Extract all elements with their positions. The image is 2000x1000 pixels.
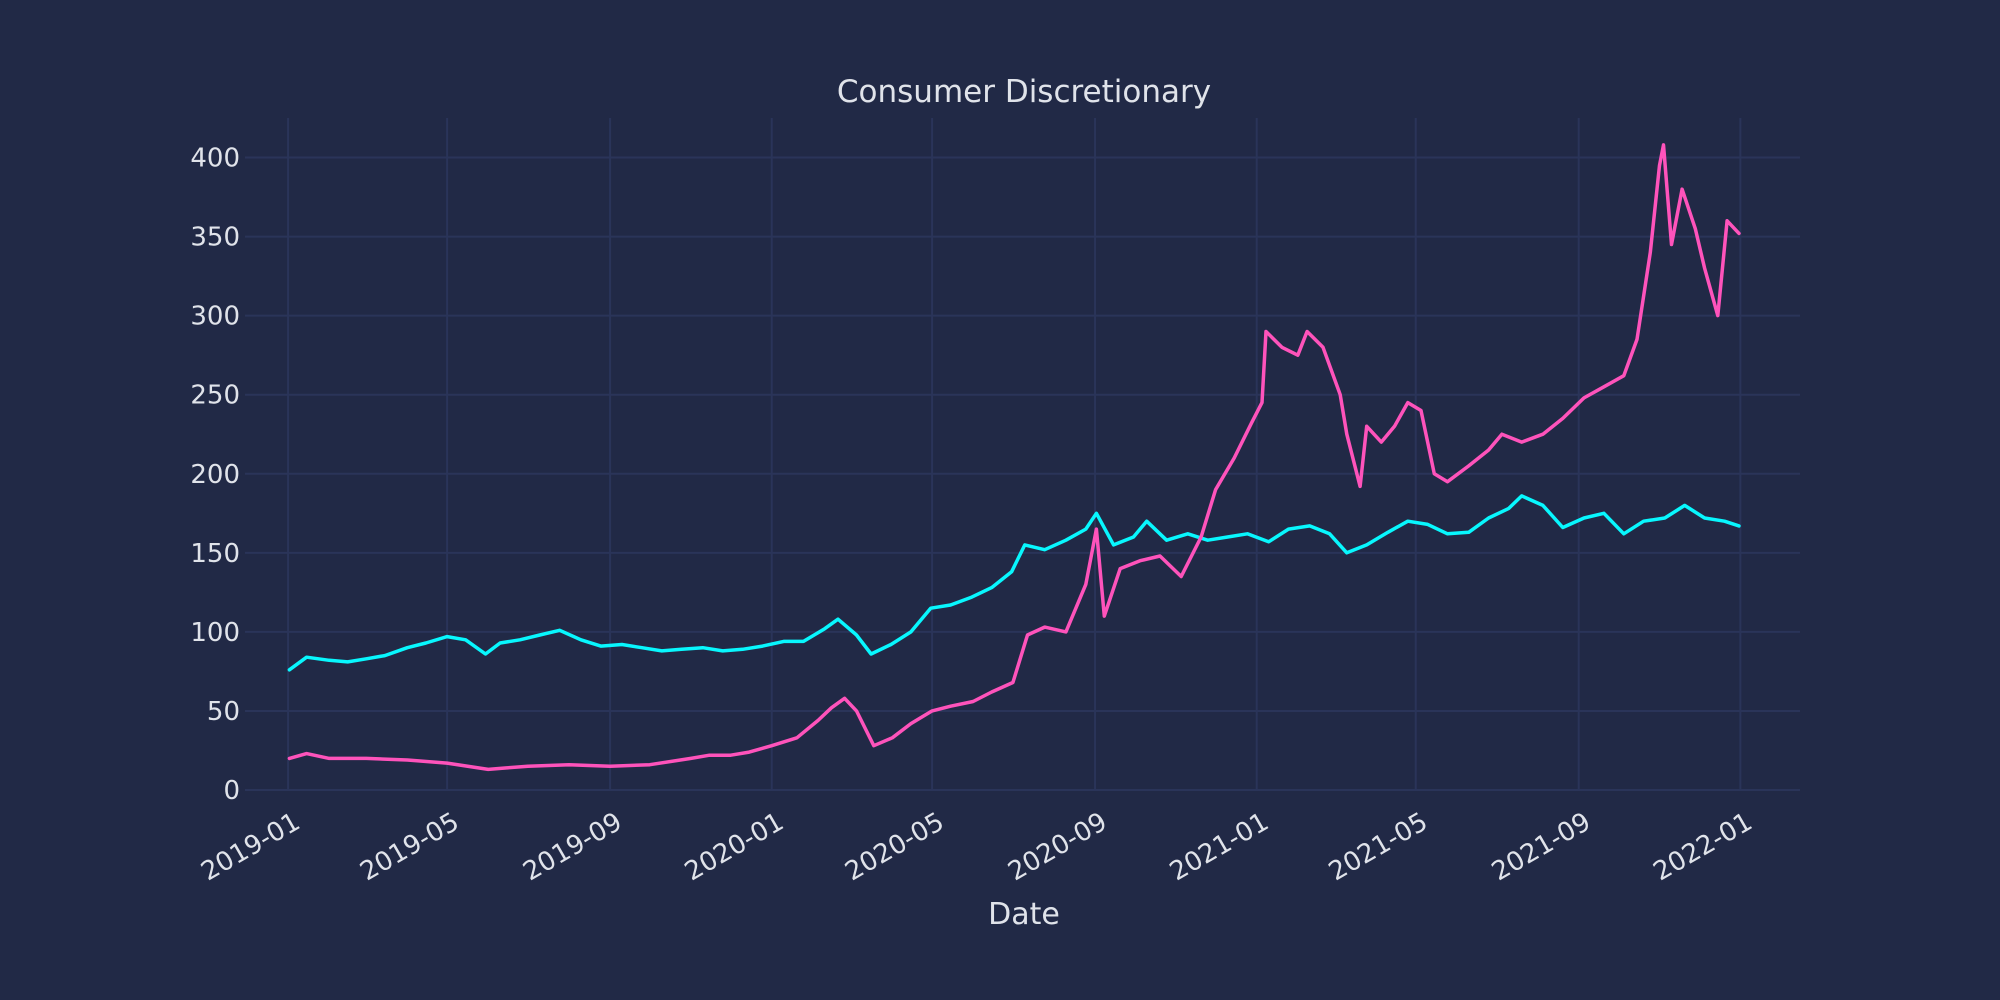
y-tick-label: 0: [223, 776, 240, 806]
series-line-0: [287, 494, 1741, 672]
y-tick-label: 300: [190, 302, 240, 332]
vertical-gridlines: [287, 118, 1742, 790]
y-tick-label: 250: [190, 381, 240, 411]
y-tick-label: 400: [190, 144, 240, 174]
y-axis-tick-labels: 0 50 100 150 200 250 300 350 400: [190, 144, 240, 806]
x-axis-label: Date: [988, 897, 1060, 932]
chart-title: Consumer Discretionary: [837, 74, 1211, 110]
y-tick-label: 50: [207, 697, 240, 727]
y-tick-label: 200: [190, 460, 240, 490]
y-tick-label: 100: [190, 618, 240, 648]
y-tick-label: 350: [190, 223, 240, 253]
series-line-1: [287, 143, 1741, 772]
series-lines: [287, 143, 1741, 772]
y-tick-label: 150: [190, 539, 240, 569]
